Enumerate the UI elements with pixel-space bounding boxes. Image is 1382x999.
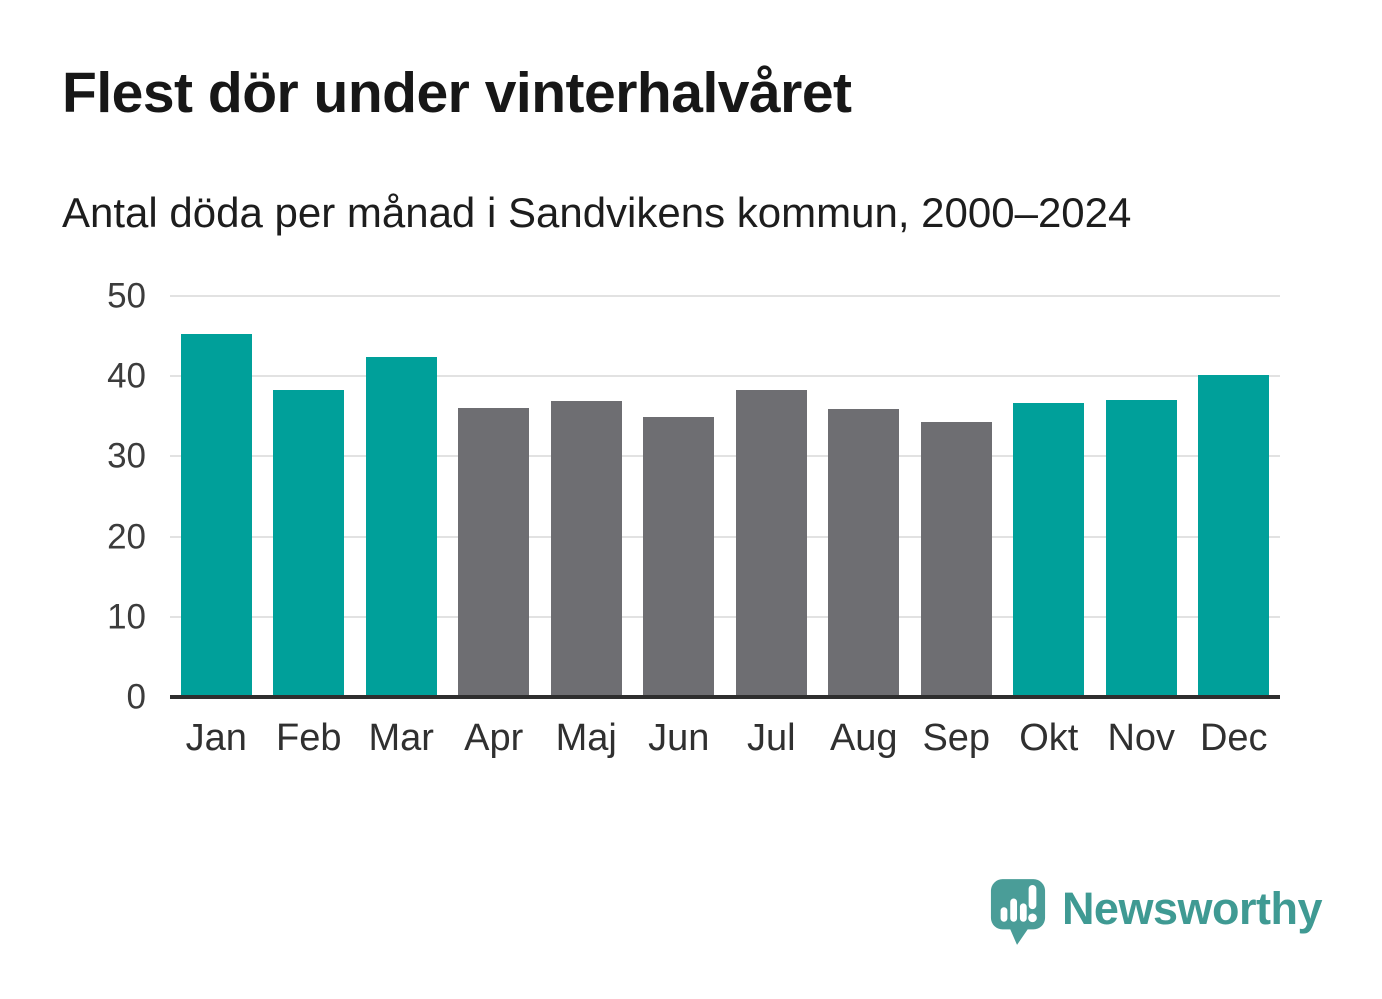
bar-column-jun xyxy=(633,296,726,697)
bar-column-mar xyxy=(355,296,448,697)
x-tick-label-apr: Apr xyxy=(464,717,524,759)
x-tick-label-aug: Aug xyxy=(829,717,898,759)
plot-area xyxy=(170,295,1280,699)
x-tick-label-nov: Nov xyxy=(1107,717,1176,759)
gridline-40 xyxy=(170,375,1280,378)
bar-jun xyxy=(643,417,715,697)
y-tick-label-30: 30 xyxy=(107,436,146,476)
bar-column-okt xyxy=(1003,296,1096,697)
x-tick-label-okt: Okt xyxy=(1019,717,1079,759)
gridline-50 xyxy=(170,295,1280,297)
x-tick-label-feb: Feb xyxy=(276,717,342,759)
x-tick-label-mar: Mar xyxy=(368,717,434,759)
bar-column-dec xyxy=(1188,296,1281,697)
bar-mar xyxy=(365,356,437,697)
chart-subtitle: Antal döda per månad i Sandvikens kommun… xyxy=(62,189,1132,236)
bar-feb xyxy=(273,389,345,697)
y-tick-label-50: 50 xyxy=(107,276,146,316)
bar-nov xyxy=(1105,400,1177,697)
y-axis: 0 10 20 30 40 50 xyxy=(0,279,146,715)
newsworthy-logo: Newsworthy xyxy=(989,877,1323,949)
x-tick-label-maj: Maj xyxy=(555,717,617,759)
x-tick-label-jul: Jul xyxy=(746,717,796,759)
x-tick-label-jan: Jan xyxy=(185,717,247,759)
x-axis-line xyxy=(170,695,1280,699)
bar-apr xyxy=(458,408,530,697)
bar-sep xyxy=(920,421,992,697)
chart-title: Flest dör under vinterhalvåret xyxy=(62,61,852,125)
y-tick-label-20: 20 xyxy=(107,517,146,557)
y-tick-label-0: 0 xyxy=(126,677,146,717)
x-tick-label-jun: Jun xyxy=(648,717,710,759)
newsworthy-logo-icon xyxy=(990,879,1046,945)
bar-maj xyxy=(550,401,622,697)
bar-jan xyxy=(180,333,252,697)
gridline-10 xyxy=(170,615,1280,618)
bar-column-aug xyxy=(818,296,911,697)
bar-column-jan xyxy=(170,296,263,697)
bar-series xyxy=(170,296,1280,697)
bar-column-feb xyxy=(263,296,356,697)
bar-column-nov xyxy=(1095,296,1188,697)
bar-aug xyxy=(828,409,900,697)
x-axis: Jan Feb Mar Apr Maj Jun Jul Aug Sep Okt Nov Dec xyxy=(170,717,1280,760)
bar-column-apr xyxy=(448,296,541,697)
bar-column-maj xyxy=(540,296,633,697)
bar-okt xyxy=(1013,403,1085,697)
gridline-20 xyxy=(170,535,1280,538)
newsworthy-logo-text: Newsworthy xyxy=(1061,882,1323,934)
bar-jul xyxy=(735,389,807,697)
y-tick-label-40: 40 xyxy=(107,356,146,396)
bar-column-jul xyxy=(725,296,818,697)
x-tick-label-sep: Sep xyxy=(922,717,991,759)
bar-column-sep xyxy=(910,296,1003,697)
bar-dec xyxy=(1198,375,1270,697)
x-tick-label-dec: Dec xyxy=(1199,717,1268,759)
gridline-30 xyxy=(170,455,1280,458)
y-tick-label-10: 10 xyxy=(107,597,146,637)
